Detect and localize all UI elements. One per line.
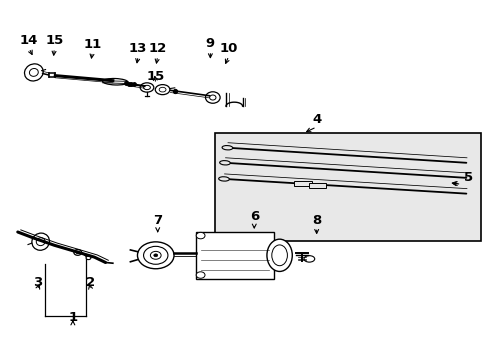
- Ellipse shape: [218, 177, 229, 181]
- Text: 1: 1: [68, 311, 77, 324]
- Ellipse shape: [196, 272, 204, 278]
- Text: 15: 15: [146, 70, 164, 83]
- Ellipse shape: [222, 145, 232, 150]
- Text: 13: 13: [129, 42, 147, 55]
- Text: 15: 15: [45, 34, 63, 47]
- Ellipse shape: [143, 246, 167, 264]
- Ellipse shape: [102, 78, 128, 85]
- Text: 14: 14: [20, 34, 38, 47]
- Text: 5: 5: [463, 171, 472, 184]
- FancyBboxPatch shape: [294, 181, 311, 186]
- FancyBboxPatch shape: [308, 183, 326, 188]
- Text: 12: 12: [148, 42, 166, 55]
- FancyBboxPatch shape: [215, 134, 480, 241]
- Text: 7: 7: [153, 214, 162, 227]
- Text: 4: 4: [311, 113, 321, 126]
- Ellipse shape: [266, 239, 292, 271]
- Text: 6: 6: [249, 210, 258, 223]
- Ellipse shape: [219, 161, 230, 165]
- Ellipse shape: [196, 232, 204, 239]
- Text: 9: 9: [205, 37, 215, 50]
- Text: 11: 11: [83, 38, 102, 51]
- Text: 10: 10: [219, 42, 238, 55]
- Ellipse shape: [154, 254, 158, 257]
- Ellipse shape: [150, 251, 161, 259]
- Text: 8: 8: [311, 213, 321, 226]
- Text: 3: 3: [33, 276, 42, 289]
- Ellipse shape: [76, 251, 79, 254]
- Text: 2: 2: [86, 276, 95, 289]
- Ellipse shape: [271, 245, 287, 266]
- FancyBboxPatch shape: [195, 232, 273, 279]
